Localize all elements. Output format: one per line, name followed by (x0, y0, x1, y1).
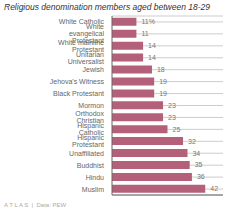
svg-text:32: 32 (188, 138, 196, 145)
svg-text:Buddhist: Buddhist (77, 162, 104, 169)
svg-text:23: 23 (168, 114, 176, 121)
svg-text:19: 19 (159, 78, 167, 85)
svg-text:Hindu: Hindu (86, 174, 104, 181)
svg-text:23: 23 (168, 102, 176, 109)
svg-text:36: 36 (197, 173, 205, 180)
svg-text:Jewish: Jewish (83, 66, 105, 73)
svg-text:14: 14 (148, 42, 156, 49)
svg-text:34: 34 (192, 150, 200, 157)
svg-text:Muslim: Muslim (82, 186, 104, 193)
svg-text:Mormon: Mormon (78, 102, 104, 109)
svg-text:25: 25 (173, 126, 181, 133)
svg-text:14: 14 (148, 54, 156, 61)
svg-text:18: 18 (157, 66, 165, 73)
svg-text:19: 19 (159, 90, 167, 97)
svg-text:42: 42 (210, 185, 218, 192)
svg-text:HispanicProtestant: HispanicProtestant (72, 134, 104, 148)
svg-text:11: 11 (141, 30, 148, 37)
svg-text:UnitarianUniversalist: UnitarianUniversalist (68, 51, 104, 65)
svg-text:Black Protestant: Black Protestant (53, 90, 104, 97)
svg-text:Jehova's Witness: Jehova's Witness (50, 78, 105, 85)
svg-text:Unaffiliated: Unaffiliated (69, 150, 104, 157)
svg-text:11%: 11% (141, 18, 155, 25)
svg-text:35: 35 (195, 161, 203, 168)
